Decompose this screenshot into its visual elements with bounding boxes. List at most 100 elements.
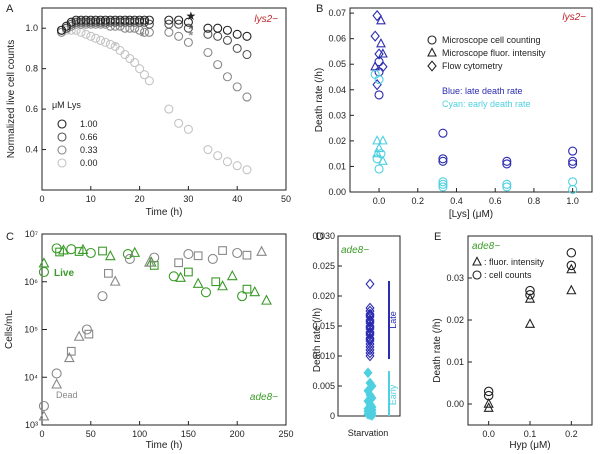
panel-b-ytick-label: 0.04	[328, 85, 346, 95]
panel-a-point	[81, 29, 91, 39]
panel-b-point	[374, 90, 384, 100]
panel-c-point	[207, 253, 218, 265]
panel-a-point	[183, 23, 193, 33]
panel-a-point	[242, 49, 252, 60]
panel-a-point	[242, 92, 252, 102]
panel-c-ytick-label: 10⁵	[24, 325, 38, 335]
panel-c-point	[98, 246, 107, 256]
panel-c-point	[38, 400, 50, 412]
panel-e-point	[566, 284, 577, 295]
panel-d-point-late	[365, 309, 375, 321]
panel-c-point	[211, 277, 221, 287]
panel-b-point	[568, 177, 578, 187]
panel-a-point	[164, 15, 174, 25]
panel-a-point	[91, 33, 101, 43]
panel-c-point	[149, 252, 160, 263]
panel-a-point	[86, 31, 96, 41]
panel-e-ytick-label: 0.03	[446, 273, 464, 283]
panel-a-point	[144, 15, 154, 25]
panel-a-point	[139, 70, 150, 80]
panel-a-legend-label: 0.66	[80, 132, 98, 142]
panel-c-xtick-label: 50	[86, 429, 96, 439]
panel-b-point	[372, 10, 382, 22]
panel-b-ytick-label: 0.01	[328, 161, 346, 171]
panel-e-point	[483, 386, 494, 397]
panel-b-ytick-label: 0.07	[328, 8, 346, 18]
panel-a-point	[174, 31, 184, 41]
panel-a-point	[183, 124, 193, 134]
panel-b-point	[372, 135, 383, 145]
panel-b-point	[378, 135, 388, 145]
panel-c-point	[218, 246, 227, 255]
panel-b-point	[372, 154, 382, 164]
panel-d-point-late	[365, 350, 375, 362]
panel-d-early-label: Early	[388, 384, 398, 405]
panel-b-legend-label: Flow cytometry	[442, 61, 503, 71]
panel-a-point	[222, 35, 232, 45]
panel-a-point	[203, 145, 213, 155]
panel-c-point	[192, 277, 204, 288]
panel-c-point	[38, 257, 50, 268]
panel-c-point	[237, 291, 248, 302]
panel-a-point	[96, 35, 106, 45]
panel-c-label: C	[6, 231, 14, 243]
panel-a-point	[203, 47, 213, 58]
panel-b-legend-marker	[427, 60, 437, 72]
panel-e-xtick-label: 0.1	[524, 429, 537, 439]
panel-c-point	[38, 410, 50, 421]
panel-e-point	[483, 402, 494, 412]
panel-e-legend-label: : fluor. intensity	[484, 257, 545, 267]
panel-c-point	[184, 267, 193, 277]
panel-b-point	[370, 30, 380, 42]
panel-c-point	[104, 250, 116, 261]
panel-d-label: D	[316, 231, 324, 243]
panel-b-legend-label: Microscope cell counting	[442, 35, 541, 45]
panel-b-point	[438, 182, 448, 192]
panel-b-frame	[349, 7, 593, 193]
panel-a-point	[242, 165, 252, 175]
panel-a-point	[174, 15, 184, 25]
panel-a-point	[86, 15, 96, 25]
panel-c-xtick-label: 250	[278, 429, 293, 439]
panel-d-ytick-label: 0.005	[312, 381, 335, 391]
panel-a-xtick-label: 0	[39, 194, 44, 204]
panel-b-legend-marker	[427, 47, 437, 57]
panel-c-point	[124, 253, 135, 265]
panel-a-point	[139, 15, 150, 25]
panel-a-ytick-label: 0.6	[25, 104, 38, 114]
panel-a-point	[183, 17, 193, 27]
panel-b-point	[438, 156, 448, 166]
panel-a-strain: lys2−	[254, 14, 278, 25]
panel-a-point	[242, 31, 252, 41]
panel-e-label: E	[434, 231, 441, 243]
panel-a-point	[213, 151, 223, 161]
panel-a-point	[76, 15, 86, 25]
panel-c-point	[51, 368, 62, 379]
panel-e-xtick-label: 0.0	[482, 429, 495, 439]
panel-c-point	[109, 275, 121, 286]
panel-b-point	[376, 37, 386, 48]
panel-c-point	[66, 346, 76, 356]
panel-a-point	[232, 43, 242, 53]
panel-b-xtick-label: 0.2	[412, 196, 425, 206]
panel-d-point-late	[365, 321, 375, 333]
panel-c-point	[232, 247, 243, 259]
panel-d-point-early	[367, 409, 377, 421]
panel-b-label: B	[316, 3, 323, 15]
panel-c-xtick-label: 200	[230, 429, 245, 439]
panel-e-point	[483, 397, 494, 408]
panel-c-point	[175, 271, 187, 282]
panel-e-point	[525, 290, 535, 300]
panel-a-significance-marker: *	[189, 28, 194, 42]
panel-d-point-late	[365, 333, 375, 345]
panel-a-significance-marker: *	[189, 22, 194, 36]
panel-a-significance-marker: *	[113, 39, 118, 53]
panel-a-xtick-label: 30	[183, 194, 193, 204]
panel-a-point	[232, 29, 242, 39]
panel-a-point	[76, 27, 86, 37]
panel-b-point	[374, 142, 384, 153]
panel-c-ytick-label: 10⁷	[25, 229, 38, 239]
panel-c-dead-label: Dead	[56, 390, 78, 400]
panel-b-point	[372, 147, 383, 158]
panel-a-legend-label: 0.33	[80, 145, 98, 155]
